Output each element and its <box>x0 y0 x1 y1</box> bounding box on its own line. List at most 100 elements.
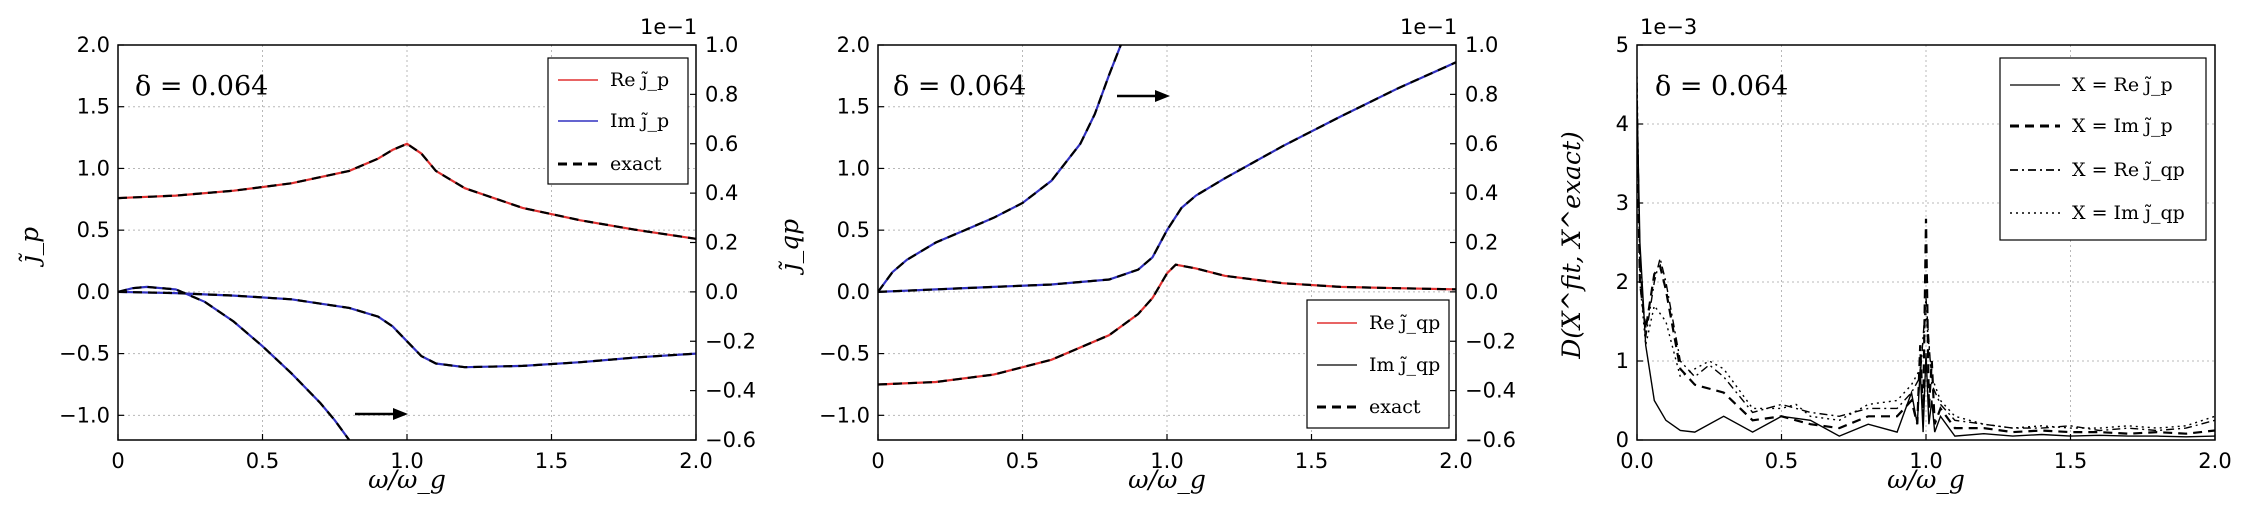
panel-jp-yticks: −1.0 −0.5 0.0 0.5 1.0 1.5 2.0 <box>59 33 124 427</box>
panel-distance-series <box>1637 76 2215 438</box>
legend-label-x-re-jqp: X = Re j̃_qp <box>2072 159 2185 181</box>
x-tick-label: 0.5 <box>246 449 279 473</box>
y2-tick-label: 0.8 <box>1465 82 1498 106</box>
panel-jp-annotation: δ = 0.064 <box>135 71 268 102</box>
panel-distance-multiplier: 1e−3 <box>1640 15 1697 39</box>
panel-distance: 0.0 0.5 1.0 1.5 2.0 0 1 2 3 4 5 1e−3 δ = 0.064 ω/… <box>1557 15 2232 494</box>
x-tick-label: 1.5 <box>2054 449 2087 473</box>
series-im-j-qp-exact <box>878 61 1456 293</box>
y2-tick-label: 0.2 <box>1465 231 1498 255</box>
x-tick-label: 2.0 <box>2198 449 2231 473</box>
panel-distance-legend: X = Re j̃_p X = Im j̃_p X = Re j̃_qp X =… <box>1999 57 2207 241</box>
x-tick-label: 1.0 <box>1150 449 1183 473</box>
y2-tick-label: 0.4 <box>1465 181 1498 205</box>
series-im-j-qp-right-axis--exact <box>878 45 1122 293</box>
y-tick-label: 1.5 <box>77 95 110 119</box>
panel-jp-ylabel: j̃_p <box>15 227 44 268</box>
legend-label-im-jqp: Im j̃_qp <box>1369 354 1440 376</box>
y-tick-label: 2.0 <box>837 33 870 57</box>
x-tick-label: 1.0 <box>390 449 423 473</box>
y2-tick-label: 0.2 <box>705 231 738 255</box>
y2-tick-label: 0.0 <box>705 280 738 304</box>
y-tick-label: −1.0 <box>819 403 870 427</box>
y-tick-label: 3 <box>1616 191 1629 215</box>
y2-tick-label: −0.2 <box>705 329 756 353</box>
y-tick-label: 2.0 <box>77 33 110 57</box>
y2-tick-label: −0.2 <box>1465 329 1516 353</box>
series-x-im-j-p <box>1637 123 2215 435</box>
y-tick-label: 2 <box>1616 270 1629 294</box>
y-tick-label: −0.5 <box>59 342 110 366</box>
series-re-j-qp-exact <box>878 263 1456 386</box>
series-im-j-p-exact <box>118 290 696 369</box>
panel-jqp-yticks: −1.0 −0.5 0.0 0.5 1.0 1.5 2.0 <box>819 33 884 427</box>
y2-tick-label: 0.4 <box>705 181 738 205</box>
series-im-j-p-right-axis--exact <box>118 285 351 440</box>
x-tick-label: 1.5 <box>535 449 568 473</box>
y-tick-label: 0.0 <box>77 280 110 304</box>
y2-tick-label: −0.6 <box>1465 428 1516 452</box>
x-tick-label: 0.0 <box>1620 449 1653 473</box>
y-tick-label: −0.5 <box>819 342 870 366</box>
y2-tick-label: 1.0 <box>705 33 738 57</box>
panel-jqp-y2ticks: −0.6 −0.4 −0.2 0.0 0.2 0.4 0.6 0.8 1.0 <box>1450 33 1516 452</box>
panel-distance-xlabel: ω/ω_g <box>1887 465 1965 494</box>
panel-jp-right-multiplier: 1e−1 <box>640 15 697 39</box>
legend-label-x-re-jp: X = Re j̃_p <box>2072 74 2173 96</box>
x-tick-label: 1.5 <box>1295 449 1328 473</box>
panel-jp-xlabel: ω/ω_g <box>368 465 446 494</box>
panel-distance-ylabel: D(X^fit, X^exact) <box>1557 131 1586 360</box>
legend-label-exact: exact <box>610 153 662 175</box>
y-tick-label: 1.0 <box>837 156 870 180</box>
y2-tick-label: 0.8 <box>705 82 738 106</box>
y-tick-label: −1.0 <box>59 403 110 427</box>
y-tick-label: 0.5 <box>837 218 870 242</box>
panel-jqp-ylabel: j̃_qp <box>775 219 804 276</box>
series-x-re-j-qp <box>1637 84 2215 432</box>
legend-label-exact: exact <box>1369 396 1421 418</box>
panel-jp-series <box>118 142 696 440</box>
x-tick-label: 2.0 <box>679 449 712 473</box>
panel-jqp-xticks: 0 0.5 1.0 1.5 2.0 <box>871 434 1473 473</box>
series-re-j-p-exact <box>118 142 696 240</box>
right-arrow-icon <box>1117 90 1170 102</box>
x-tick-label: 0.5 <box>1765 449 1798 473</box>
legend-label-x-im-jp: X = Im j̃_p <box>2072 115 2173 137</box>
panel-jqp: 0 0.5 1.0 1.5 2.0 −1.0 −0.5 0.0 0.5 1.0 1.5 2.0 −0… <box>775 15 1516 494</box>
y2-tick-label: 0.6 <box>705 132 738 156</box>
series-im-j-p-right-axis- <box>118 285 351 440</box>
panel-jqp-xlabel: ω/ω_g <box>1128 465 1206 494</box>
panel-jqp-annotation: δ = 0.064 <box>893 71 1026 102</box>
panel-jp-xticks: 0 0.5 1.0 1.5 2.0 <box>111 434 713 473</box>
panel-distance-xticks: 0.0 0.5 1.0 1.5 2.0 <box>1620 434 2232 473</box>
x-tick-label: 1.0 <box>1909 449 1942 473</box>
y-tick-label: 0.5 <box>77 218 110 242</box>
panel-jqp-series <box>878 45 1456 386</box>
panel-jqp-right-multiplier: 1e−1 <box>1400 15 1457 39</box>
y2-tick-label: 1.0 <box>1465 33 1498 57</box>
y2-tick-label: −0.4 <box>705 379 756 403</box>
panel-jp-y2ticks: −0.6 −0.4 −0.2 0.0 0.2 0.4 0.6 0.8 1.0 <box>690 33 756 452</box>
y-tick-label: 0.0 <box>837 280 870 304</box>
series-x-im-j-qp <box>1637 76 2215 429</box>
y-tick-label: 0 <box>1616 428 1629 452</box>
legend-label-re-jp: Re j̃_p <box>610 69 669 91</box>
panel-jqp-legend: Re j̃_qp Im j̃_qp exact <box>1306 299 1450 429</box>
y-tick-label: 4 <box>1616 112 1629 136</box>
y-tick-label: 1 <box>1616 349 1629 373</box>
panel-jp: 0 0.5 1.0 1.5 2.0 −1.0 −0.5 0.0 0.5 1.0 1.5 2.0 −0… <box>15 15 756 494</box>
legend-label-im-jp: Im j̃_p <box>610 110 669 132</box>
x-tick-label: 0 <box>871 449 884 473</box>
panel-distance-yticks: 0 1 2 3 4 5 <box>1616 33 1643 452</box>
y2-tick-label: 0.6 <box>1465 132 1498 156</box>
legend-label-re-jqp: Re j̃_qp <box>1369 312 1440 334</box>
legend-label-x-im-jqp: X = Im j̃_qp <box>2072 202 2185 224</box>
y2-tick-label: −0.6 <box>705 428 756 452</box>
x-tick-label: 0 <box>111 449 124 473</box>
y-tick-label: 1.5 <box>837 95 870 119</box>
right-arrow-icon <box>355 408 408 420</box>
y2-tick-label: 0.0 <box>1465 280 1498 304</box>
panel-distance-annotation: δ = 0.064 <box>1655 71 1788 102</box>
x-tick-label: 2.0 <box>1439 449 1472 473</box>
